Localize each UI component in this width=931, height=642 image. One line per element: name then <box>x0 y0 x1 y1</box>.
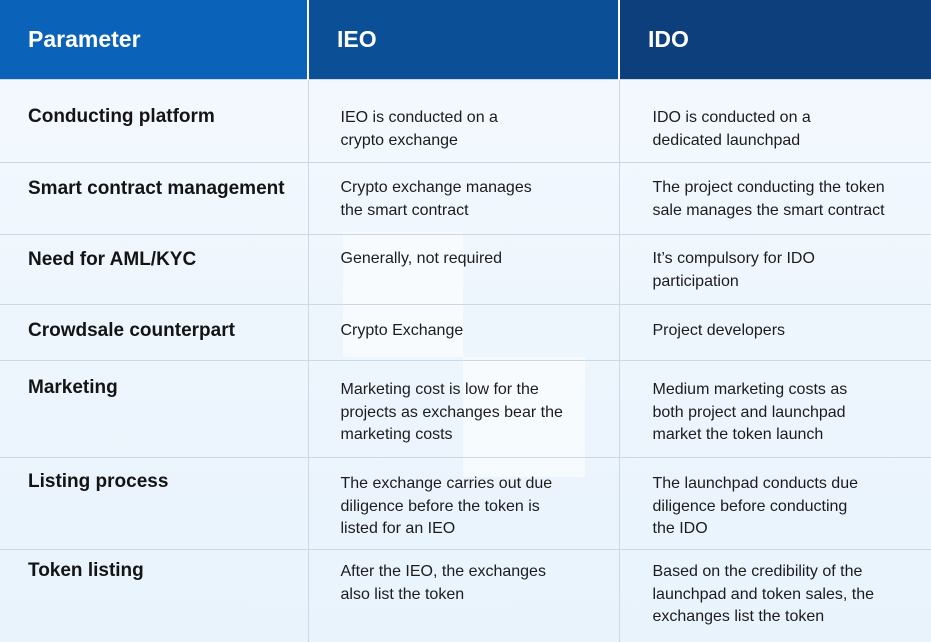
ido-cell: The project conducting the token sale ma… <box>619 162 931 235</box>
ido-text-line: the IDO <box>652 520 708 537</box>
ieo-text-line: The exchange carries out due <box>340 475 553 492</box>
ido-text-line: market the token launch <box>652 426 824 443</box>
ido-cell: It’s compulsory for IDO participation <box>619 234 931 305</box>
table-row: Token listing After the IEO, the exchang… <box>0 549 931 642</box>
ido-text-line: diligence before conducting <box>652 497 848 515</box>
parameter-label: Conducting platform <box>28 106 215 127</box>
header-row: Parameter IEO IDO <box>0 0 931 80</box>
parameter-cell: Token listing <box>0 549 309 642</box>
parameter-label: Marketing <box>28 377 118 398</box>
ieo-text-line: IEO is conducted on a <box>340 109 498 126</box>
ido-text-line: Project developers <box>652 322 786 339</box>
ido-text-line: exchanges list the token <box>652 608 825 625</box>
ido-text-line: The launchpad conducts due <box>652 475 858 492</box>
ieo-text-line: Marketing cost is low for the <box>340 381 539 398</box>
ido-text-line: The project conducting the token <box>652 179 885 196</box>
parameter-cell: Listing process <box>0 457 309 550</box>
ieo-cell: Crypto Exchange <box>308 304 620 361</box>
ieo-text-line: also list the token <box>340 585 465 603</box>
ieo-cell: IEO is conducted on a crypto exchange <box>308 79 620 163</box>
parameter-label: Smart contract management <box>28 178 285 199</box>
ido-cell: The launchpad conducts due diligence bef… <box>619 457 931 550</box>
header-ieo: IEO <box>308 0 620 80</box>
ieo-text-line: the smart contract <box>340 201 469 219</box>
ido-text-line: participation <box>652 272 739 290</box>
ieo-cell: Crypto exchange manages the smart contra… <box>308 162 620 235</box>
ieo-text-line: crypto exchange <box>340 131 458 149</box>
ido-text-line: Based on the credibility of the <box>652 563 863 580</box>
table-row: Smart contract management Crypto exchang… <box>0 162 931 235</box>
ieo-text-line: Crypto exchange manages <box>340 179 532 196</box>
ieo-text-line: marketing costs <box>340 426 453 443</box>
ieo-cell: The exchange carries out due diligence b… <box>308 457 620 550</box>
header-ido: IDO <box>619 0 931 80</box>
header-parameter: Parameter <box>0 0 309 80</box>
ido-text-line: launchpad and token sales, the <box>652 585 875 603</box>
ido-cell: Based on the credibility of the launchpa… <box>619 549 931 642</box>
parameter-cell: Crowdsale counterpart <box>0 304 309 361</box>
ieo-cell: Marketing cost is low for the projects a… <box>308 360 620 458</box>
parameter-label: Listing process <box>28 471 169 492</box>
parameter-cell: Marketing <box>0 360 309 458</box>
ido-cell: IDO is conducted on a dedicated launchpa… <box>619 79 931 163</box>
ido-text-line: IDO is conducted on a <box>652 109 811 126</box>
ido-text-line: It’s compulsory for IDO <box>652 250 815 267</box>
parameter-label: Need for AML/KYC <box>28 249 197 270</box>
parameter-cell: Smart contract management <box>0 162 309 235</box>
ido-text-line: dedicated launchpad <box>652 131 801 149</box>
table-row: Crowdsale counterpart Crypto Exchange Pr… <box>0 304 931 361</box>
parameter-label: Token listing <box>28 560 144 581</box>
ido-cell: Medium marketing costs as both project a… <box>619 360 931 458</box>
ieo-text-line: projects as exchanges bear the <box>340 403 563 421</box>
table-row: Need for AML/KYC Generally, not required… <box>0 234 931 305</box>
ieo-text-line: diligence before the token is <box>340 497 540 515</box>
parameter-cell: Conducting platform <box>0 79 309 163</box>
ieo-text-line: Generally, not required <box>340 250 503 267</box>
table-row: Marketing Marketing cost is low for the … <box>0 360 931 458</box>
parameter-label: Crowdsale counterpart <box>28 320 235 341</box>
ieo-cell: Generally, not required <box>308 234 620 305</box>
table-row: Conducting platform IEO is conducted on … <box>0 79 931 163</box>
ido-cell: Project developers <box>619 304 931 361</box>
ieo-cell: After the IEO, the exchanges also list t… <box>308 549 620 642</box>
ieo-text-line: After the IEO, the exchanges <box>340 563 546 580</box>
ido-text-line: Medium marketing costs as <box>652 381 848 398</box>
ieo-text-line: listed for an IEO <box>340 520 456 537</box>
ieo-text-line: Crypto Exchange <box>340 322 464 339</box>
parameter-cell: Need for AML/KYC <box>0 234 309 305</box>
table-row: Listing process The exchange carries out… <box>0 457 931 550</box>
ido-text-line: sale manages the smart contract <box>652 201 885 219</box>
ido-text-line: both project and launchpad <box>652 403 846 421</box>
